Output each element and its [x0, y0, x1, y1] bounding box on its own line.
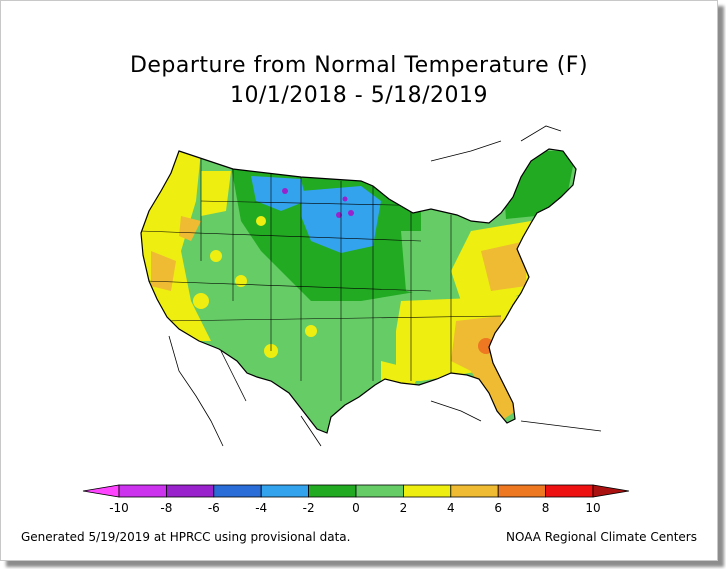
legend-swatch: [402, 484, 452, 498]
map-title: Departure from Normal Temperature (F): [129, 53, 589, 78]
legend-swatch: [450, 484, 499, 498]
legend-tick-label: 8: [542, 501, 550, 515]
legend-swatch: [213, 484, 262, 498]
footer-generated-note: Generated 5/19/2019 at HPRCC using provi…: [21, 530, 351, 544]
legend-swatch: [260, 484, 310, 498]
legend-swatch: [165, 484, 215, 498]
legend-tick-label: 0: [352, 501, 360, 515]
legend-tick-label: 10: [585, 501, 600, 515]
legend-tick-label: -4: [255, 501, 267, 515]
legend-swatch-low: [82, 484, 120, 498]
legend-tick-label: -8: [160, 501, 172, 515]
footer-credit: NOAA Regional Climate Centers: [506, 530, 697, 544]
legend-swatch: [355, 484, 404, 498]
us-temperature-departure-map: [140, 125, 602, 447]
legend-tick-label: -6: [208, 501, 220, 515]
legend-tick-label: 6: [494, 501, 502, 515]
legend-swatch: [497, 484, 547, 498]
legend-swatch: [308, 484, 357, 498]
legend-tick-label: -2: [303, 501, 315, 515]
neighboring-coastlines: [168, 125, 602, 447]
legend-swatch: [545, 484, 594, 498]
legend-tick-label: -10: [109, 501, 129, 515]
map-figure: Departure from Normal Temperature (F) 10…: [0, 0, 718, 561]
legend-swatch: [118, 484, 167, 498]
legend-tick-label: 4: [447, 501, 455, 515]
map-date-range: 10/1/2018 - 5/18/2019: [229, 83, 489, 108]
legend-tick-label: 2: [400, 501, 408, 515]
state-boundaries: [141, 151, 502, 401]
legend-swatch-high: [592, 484, 630, 498]
color-legend: -10 -8 -6 -4 -2 0 2 4 6 8 10: [82, 484, 630, 515]
